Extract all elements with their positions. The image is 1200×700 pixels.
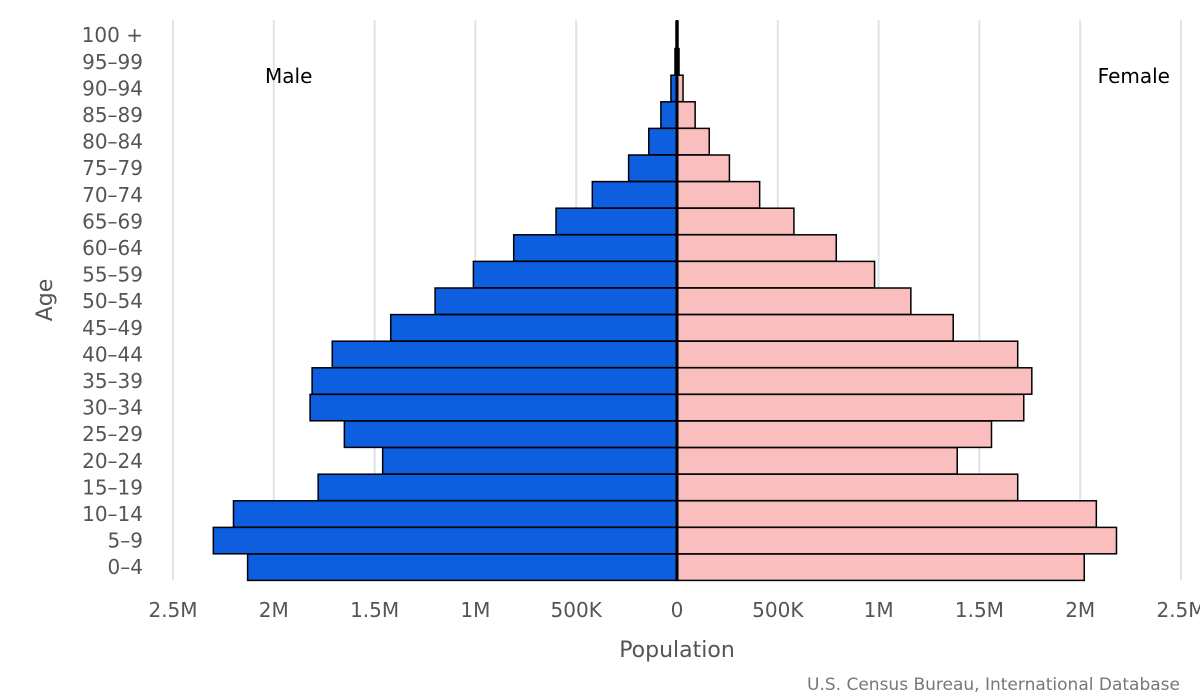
- bar-male-75-79: [627, 154, 678, 183]
- x-tick-label: 0: [671, 598, 684, 622]
- y-tick-label: 0–4: [108, 555, 143, 579]
- bar-male-5-9: [212, 526, 678, 555]
- y-tick-label: 5–9: [108, 529, 143, 553]
- bar-female-25-29: [676, 420, 993, 449]
- bar-male-10-14: [232, 500, 678, 528]
- bar-male-70-74: [591, 180, 678, 209]
- bar-male-55-59: [472, 260, 678, 289]
- bar-female-85-89: [676, 101, 696, 129]
- bar-female-55-59: [676, 260, 876, 289]
- bar-female-20-24: [676, 446, 958, 475]
- y-tick-label: 10–14: [82, 502, 143, 526]
- y-tick-label: 75–79: [82, 156, 143, 180]
- bar-female-60-64: [676, 234, 838, 262]
- bar-male-60-64: [512, 234, 678, 262]
- bar-male-65-69: [555, 207, 678, 236]
- y-tick-label: 85–89: [82, 103, 143, 127]
- x-tick-label: 1.5M: [350, 598, 399, 622]
- y-tick-label: 80–84: [82, 130, 143, 154]
- y-tick-label: 15–19: [82, 475, 143, 499]
- x-axis-ticks: 2.5M 2M 1.5M 1M 500K 0 500K 1M 1.5M 2M 2.5M: [148, 598, 1200, 622]
- female-bars: [676, 21, 1118, 582]
- x-tick-label: 500K: [551, 598, 603, 622]
- bar-female-65-69: [676, 207, 795, 236]
- x-tick-label: 1M: [460, 598, 490, 622]
- x-tick-label: 1M: [864, 598, 894, 622]
- source-credit: U.S. Census Bureau, International Databa…: [807, 675, 1180, 695]
- bar-male-45-49: [389, 313, 678, 342]
- bar-male-25-29: [343, 420, 678, 449]
- bar-male-50-54: [434, 287, 678, 316]
- bar-female-45-49: [676, 313, 954, 342]
- y-tick-label: 100 +: [82, 23, 143, 47]
- y-tick-label: 95–99: [82, 50, 143, 74]
- y-tick-label: 40–44: [82, 342, 143, 366]
- bar-male-30-34: [309, 393, 678, 422]
- bar-female-80-84: [676, 127, 711, 156]
- x-tick-label: 500K: [752, 598, 804, 622]
- bar-male-35-39: [311, 367, 678, 395]
- y-tick-label: 20–24: [82, 449, 143, 473]
- bar-female-30-34: [676, 393, 1025, 422]
- y-tick-label: 30–34: [82, 396, 143, 420]
- bar-male-80-84: [648, 127, 678, 156]
- bar-female-15-19: [676, 473, 1019, 502]
- bar-female-70-74: [676, 180, 761, 209]
- male-bars: [212, 21, 678, 582]
- x-axis-title: Population: [619, 638, 735, 663]
- x-tick-label: 2M: [1065, 598, 1095, 622]
- y-tick-label: 70–74: [82, 183, 143, 207]
- x-tick-label: 2M: [259, 598, 289, 622]
- legend-male-label: Male: [265, 64, 312, 88]
- bar-female-50-54: [676, 287, 912, 316]
- y-tick-label: 90–94: [82, 76, 143, 100]
- y-tick-label: 50–54: [82, 289, 143, 313]
- x-tick-label: 1.5M: [955, 598, 1004, 622]
- bar-female-5-9: [676, 526, 1118, 555]
- bar-male-20-24: [381, 446, 678, 475]
- y-tick-label: 60–64: [82, 236, 143, 260]
- bar-female-40-44: [676, 340, 1019, 369]
- bar-male-40-44: [331, 340, 678, 369]
- bar-male-15-19: [317, 473, 678, 502]
- y-axis-title: Age: [33, 279, 58, 322]
- y-tick-label: 25–29: [82, 422, 143, 446]
- x-tick-label: 2.5M: [148, 598, 197, 622]
- y-tick-label: 55–59: [82, 263, 143, 287]
- bar-male-0-4: [246, 553, 678, 582]
- bar-female-0-4: [676, 553, 1085, 582]
- y-tick-label: 35–39: [82, 369, 143, 393]
- x-tick-label: 2.5M: [1156, 598, 1200, 622]
- bar-male-85-89: [660, 101, 678, 129]
- bar-female-35-39: [676, 367, 1033, 395]
- y-tick-label: 45–49: [82, 316, 143, 340]
- bar-female-75-79: [676, 154, 731, 183]
- y-tick-label: 65–69: [82, 209, 143, 233]
- bar-female-10-14: [676, 500, 1098, 528]
- legend-female-label: Female: [1098, 64, 1170, 88]
